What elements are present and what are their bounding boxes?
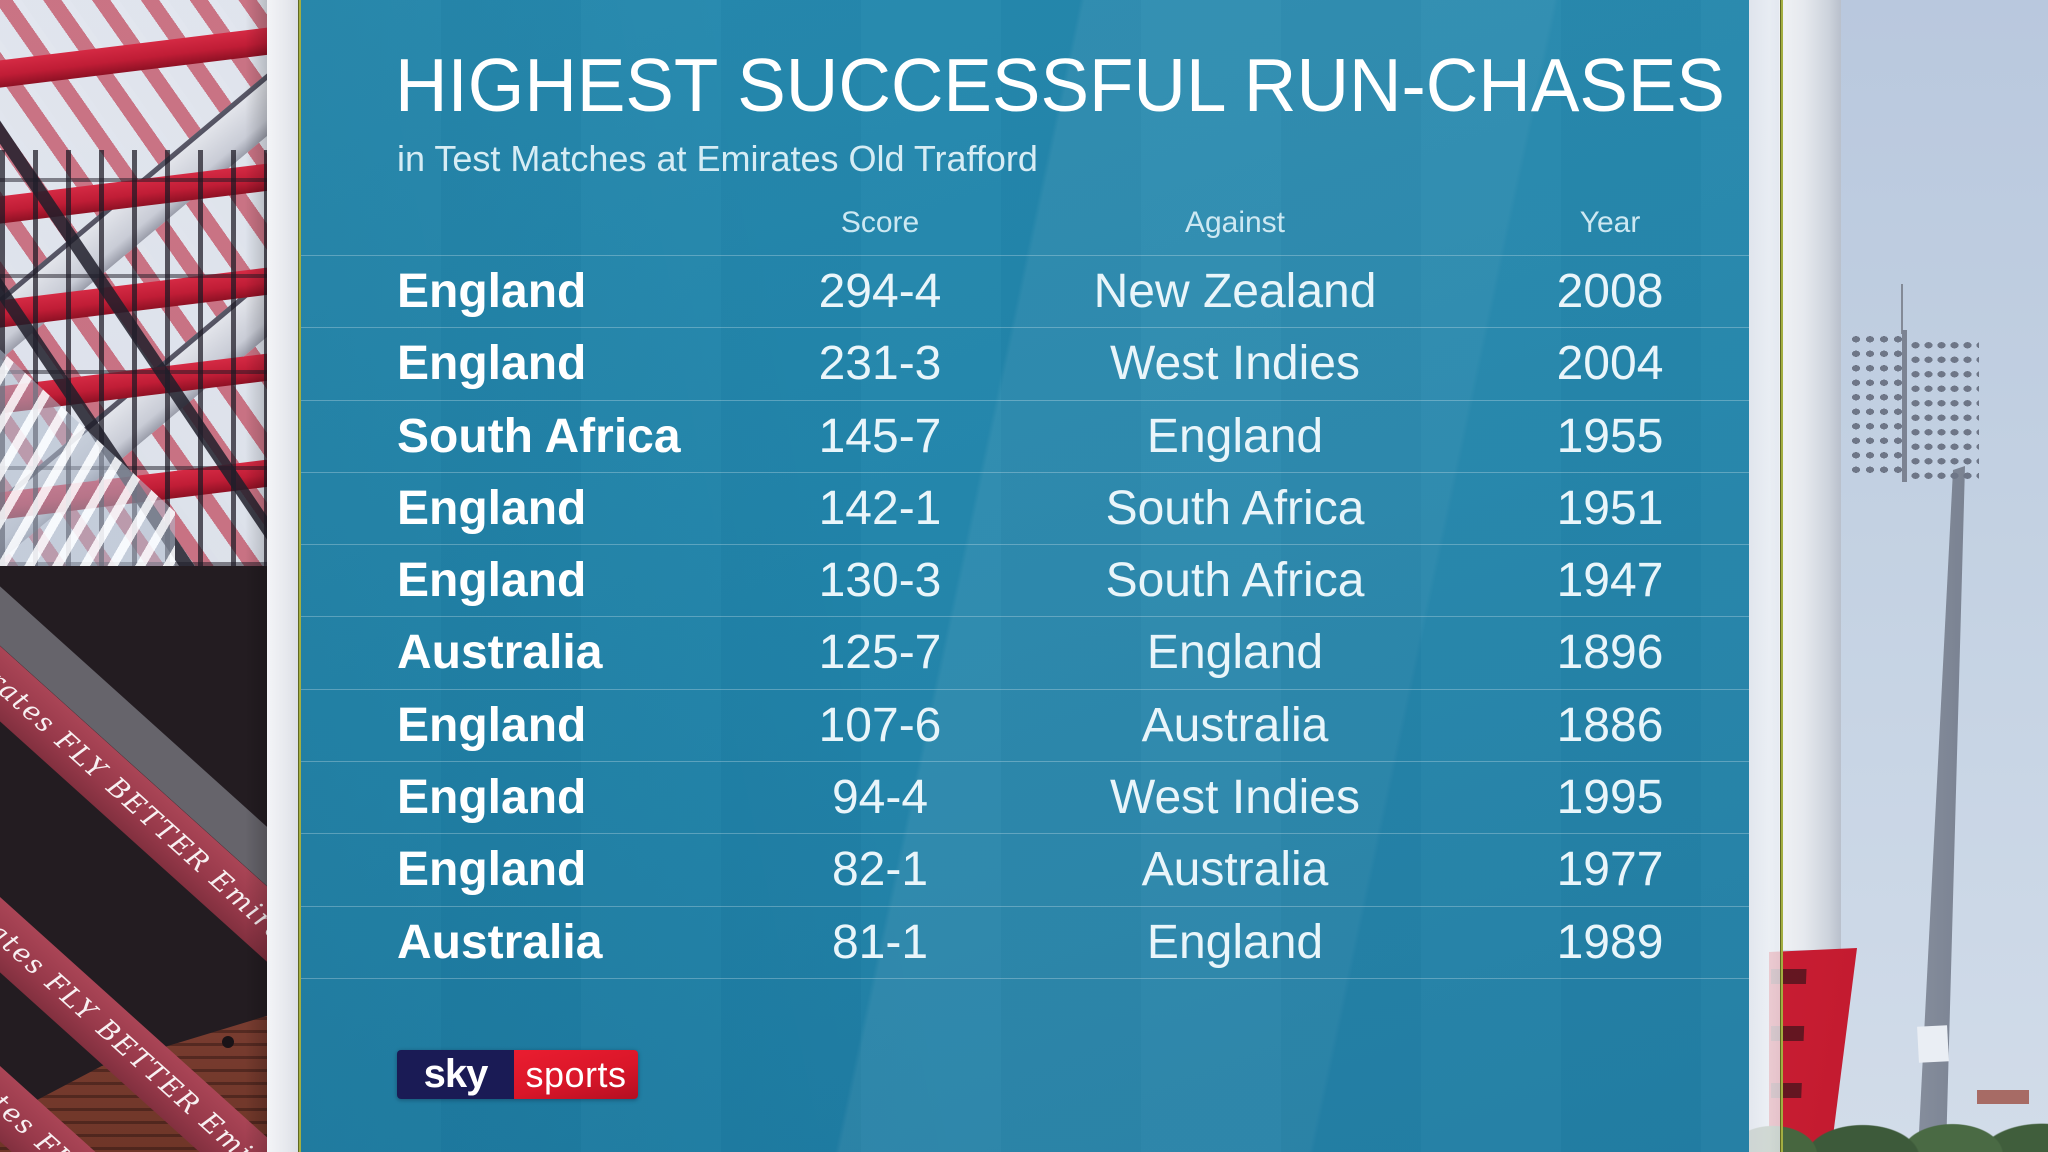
year-cell: 1886 <box>1556 698 1664 752</box>
team-cell: Australia <box>397 626 603 680</box>
score-cell: 294-4 <box>818 265 942 318</box>
year-cell: 1977 <box>1556 843 1664 897</box>
year-cell: 1955 <box>1556 409 1664 463</box>
score-cell: 130-3 <box>818 554 942 608</box>
divider-strip-right <box>1749 0 1783 1152</box>
against-cell: England <box>1146 915 1324 969</box>
table-row: England 82-1 Australia 1977 <box>301 833 1749 905</box>
table-row: England 107-6 Australia 1886 <box>301 688 1749 761</box>
against-cell: England <box>1146 409 1324 463</box>
team-cell: England <box>397 771 587 825</box>
against-cell: Australia <box>1141 698 1329 752</box>
team-cell: England <box>397 265 587 318</box>
against-cell: England <box>1146 626 1324 680</box>
table-row: England 94-4 West Indies 1995 <box>301 761 1749 833</box>
white-pillar <box>1779 0 1841 950</box>
floodlight-lamp-panel <box>1909 338 1979 482</box>
year-cell: 1995 <box>1556 771 1664 825</box>
year-cell: 1989 <box>1556 915 1664 969</box>
against-cell: Australia <box>1141 843 1329 897</box>
table-row: Australia 125-7 England 1896 <box>301 616 1749 688</box>
table-row: Australia 81-1 England 1989 <box>301 905 1749 978</box>
year-cell: 1896 <box>1556 626 1664 680</box>
table-row: England 231-3 West Indies 2004 <box>301 327 1749 399</box>
against-cell: South Africa <box>1105 554 1365 608</box>
table-row: England 142-1 South Africa 1951 <box>301 471 1749 544</box>
column-header-year: Year <box>1579 206 1641 239</box>
stats-panel: HIGHEST SUCCESSFUL RUN-CHASES in Test Ma… <box>301 0 1749 1152</box>
against-cell: South Africa <box>1105 481 1365 535</box>
team-cell: England <box>397 337 587 391</box>
score-cell: 142-1 <box>818 481 942 535</box>
table-header-row: Score Against Year <box>301 198 1749 248</box>
column-header-against: Against <box>1184 206 1286 239</box>
panel-sheen <box>301 0 1749 1152</box>
year-cell: 1951 <box>1556 481 1664 535</box>
team-cell: Australia <box>397 915 603 969</box>
floodlight-pole-band <box>1917 1025 1949 1063</box>
score-cell: 125-7 <box>818 626 942 680</box>
roof-louvres <box>0 0 267 566</box>
run-chases-table: England 294-4 New Zealand 2008 England 2… <box>301 255 1749 979</box>
team-cell: England <box>397 481 587 535</box>
score-cell: 81-1 <box>831 915 929 969</box>
year-cell: 1947 <box>1556 554 1664 608</box>
table-row: England 294-4 New Zealand 2008 <box>301 255 1749 327</box>
score-cell: 107-6 <box>818 698 942 752</box>
table-row: England 130-3 South Africa 1947 <box>301 544 1749 616</box>
score-cell: 145-7 <box>818 409 942 463</box>
divider-strip-left <box>267 0 301 1152</box>
score-cell: 94-4 <box>831 771 929 825</box>
score-cell: 82-1 <box>831 843 929 897</box>
sky-sports-logo: sky sports <box>397 1050 638 1099</box>
team-cell: South Africa <box>397 409 681 463</box>
floodlight-lamp-panel <box>1849 332 1903 474</box>
team-cell: England <box>397 843 587 897</box>
trees <box>1749 1094 2048 1152</box>
accent-line-left <box>298 0 301 1152</box>
page-subtitle: in Test Matches at Emirates Old Trafford <box>397 138 1038 179</box>
stadium-roof-photo: Emirates FLY BETTER Emirates FLY BETTER … <box>0 0 267 1152</box>
against-cell: West Indies <box>1110 337 1360 391</box>
floodlight-antenna <box>1901 284 1903 334</box>
security-camera <box>222 1036 234 1048</box>
roof-beam <box>0 23 267 89</box>
team-cell: England <box>397 554 587 608</box>
column-header-score: Score <box>840 206 920 239</box>
against-cell: West Indies <box>1110 771 1360 825</box>
accent-line-right <box>1780 0 1783 1152</box>
page-title: HIGHEST SUCCESSFUL RUN-CHASES <box>395 43 1725 127</box>
score-cell: 231-3 <box>818 337 942 391</box>
stadium-sky-photo <box>1749 0 2048 1152</box>
table-row: South Africa 145-7 England 1955 <box>301 399 1749 472</box>
floodlight-mast <box>1902 330 1907 482</box>
against-cell: New Zealand <box>1093 265 1377 318</box>
sports-logo-block: sports <box>514 1050 638 1099</box>
year-cell: 2004 <box>1556 337 1664 391</box>
stand-balconies: Emirates FLY BETTER Emirates FLY BETTER … <box>0 566 267 1152</box>
team-cell: England <box>397 698 587 752</box>
year-cell: 2008 <box>1556 265 1664 318</box>
sky-logo-block: sky <box>397 1050 514 1099</box>
photo-edge-shadow <box>245 0 267 1152</box>
